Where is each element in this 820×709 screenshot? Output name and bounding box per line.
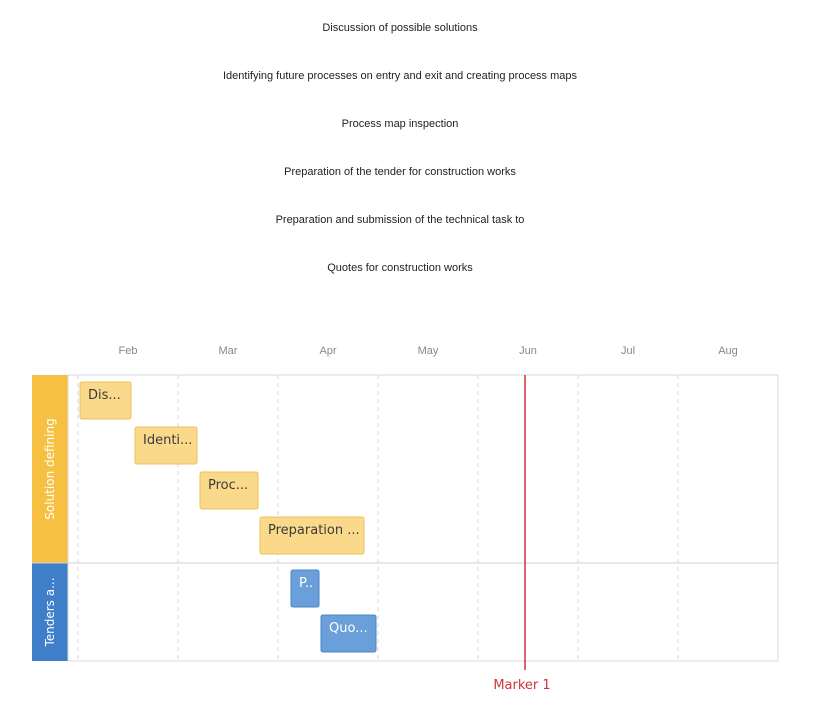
task-bar-label: Identi... <box>143 433 192 448</box>
month-label: Jul <box>621 345 635 357</box>
month-label: Mar <box>219 345 238 357</box>
task-bar-label: Quo... <box>329 621 368 636</box>
task-bar-label: Dis... <box>88 388 121 403</box>
task-list: Discussion of possible solutions Identif… <box>0 0 800 300</box>
month-label: May <box>418 345 439 357</box>
task-list-item: Identifying future processes on entry an… <box>222 70 578 82</box>
task-list-item: Process map inspection <box>341 118 459 130</box>
task-list-item: Quotes for construction works <box>327 262 473 274</box>
lane-header <box>32 563 68 661</box>
task-list-item: Preparation and submission of the techni… <box>275 214 525 226</box>
month-label: Aug <box>718 345 738 357</box>
task-bar <box>259 516 365 555</box>
lane-label: Solution defining <box>43 418 57 519</box>
month-label: Jun <box>519 345 537 357</box>
task-bar <box>290 569 320 608</box>
lane-header <box>32 375 68 563</box>
task-bar <box>134 426 198 465</box>
marker-label: Marker 1 <box>493 678 550 693</box>
task-bar-label: Preparation ... <box>268 523 360 538</box>
task-bar <box>320 614 377 653</box>
task-bar <box>199 471 259 510</box>
chart-frame <box>67 374 779 662</box>
task-bar <box>79 381 132 420</box>
task-bar-label: P.. <box>299 576 313 591</box>
month-label: Apr <box>319 345 336 357</box>
task-bar-label: Proc... <box>208 478 248 493</box>
month-label: Feb <box>119 345 138 357</box>
task-list-item: Discussion of possible solutions <box>322 22 478 34</box>
lane-label: Tenders a... <box>43 577 57 647</box>
task-list-item: Preparation of the tender for constructi… <box>284 166 516 178</box>
